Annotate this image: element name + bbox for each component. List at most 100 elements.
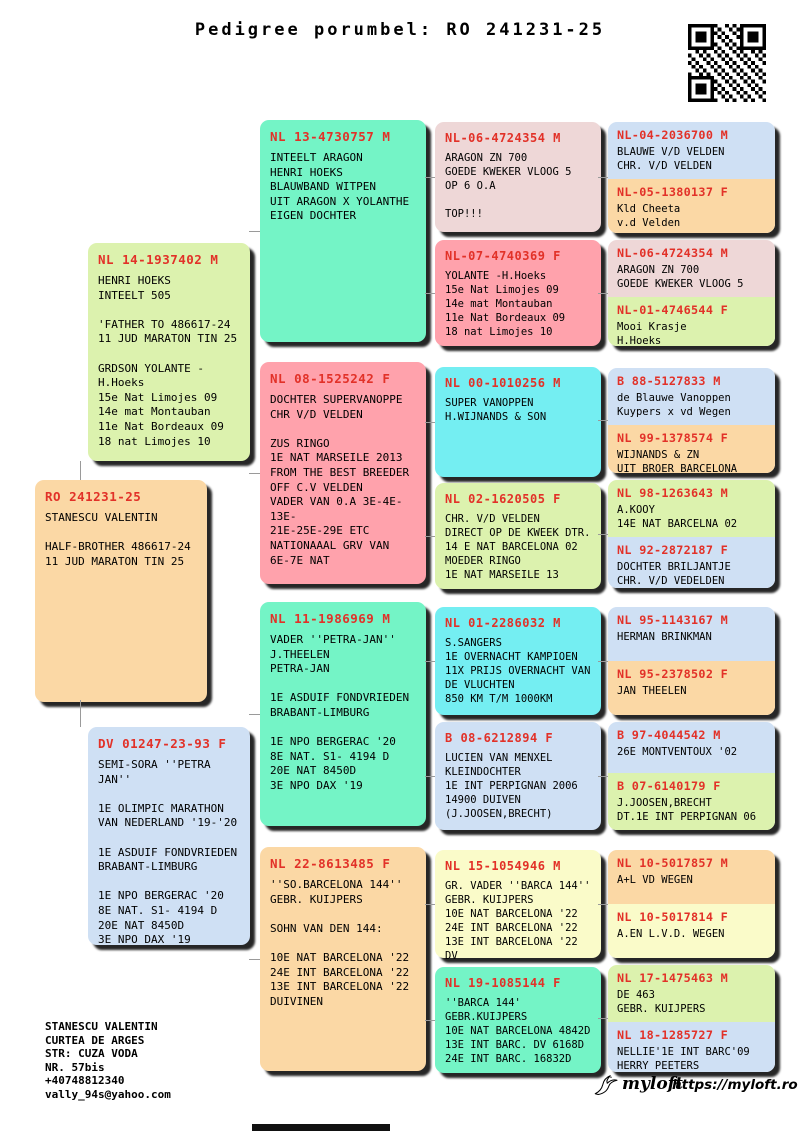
pedigree-box-gggp5: B 88-5127833 M de Blauwe Vanoppen Kuyper… [608,368,775,425]
box-body: HERMAN BRINKMAN [617,631,712,643]
pedigree-box-ggp6: B 08-6212894 F LUCIEN VAN MENXEL KLEINDO… [435,722,601,830]
connector-line [425,904,435,905]
pedigree-box-dam: DV 01247-23-93 F SEMI-SORA ''PETRA JAN''… [88,727,250,947]
pedigree-box-gggp9: NL 95-1143167 M HERMAN BRINKMAN [608,607,775,661]
ring-number: B 88-5127833 M [617,374,721,388]
box-body: DOCHTER SUPERVANOPPE CHR V/D VELDEN ZUS … [270,393,410,567]
pedigree-box-gp1: NL 13-4730757 M INTEELT ARAGON HENRI HOE… [260,120,426,342]
pedigree-box-gggp16: NL 18-1285727 F NELLIE'1E INT BARC'09 HE… [608,1022,775,1072]
box-body: INTEELT ARAGON HENRI HOEKS BLAUWBAND WIT… [270,151,410,223]
ring-number: NL 95-1143167 M [617,613,729,627]
ring-number: NL 99-1378574 F [617,431,729,445]
connector-line [249,231,260,232]
qr-code-icon [688,24,766,102]
connector-line [598,420,608,421]
box-body: DE 463 GEBR. KUIJPERS [617,989,706,1015]
ring-number: NL 10-5017857 M [617,856,729,870]
ring-number: NL 22-8613485 F [270,856,391,871]
site-url-link[interactable]: https://myloft.ro [672,1077,798,1093]
bird-doodle-icon [594,1075,618,1096]
ring-number: NL 01-2286032 M [445,616,561,630]
connector-line [598,661,608,662]
pedigree-box-gggp8: NL 92-2872187 F DOCHTER BRILJANTJE CHR. … [608,537,775,588]
pedigree-pair-8: NL 17-1475463 M DE 463 GEBR. KUIJPERS NL… [608,965,775,1072]
box-body: SUPER VANOPPEN H.WIJNANDS & SON [445,397,547,423]
pedigree-box-ggp5: NL 01-2286032 M S.SANGERS 1E OVERNACHT K… [435,607,601,715]
pedigree-box-gggp12: B 07-6140179 F J.JOOSEN,BRECHT DT.1E INT… [608,773,775,830]
box-body: J.JOOSEN,BRECHT DT.1E INT PERPIGNAN 06 [617,797,757,823]
ring-number: NL-05-1380137 F [617,185,729,199]
pedigree-pair-7: NL 10-5017857 M A+L VD WEGEN NL 10-50178… [608,850,775,958]
connector-line [249,473,260,474]
pedigree-box-gggp15: NL 17-1475463 M DE 463 GEBR. KUIJPERS [608,965,775,1022]
connector-line [598,177,608,178]
ring-number: NL-06-4724354 M [617,246,729,260]
pedigree-box-gggp6: NL 99-1378574 F WIJNANDS & ZN UIT BROER … [608,425,775,473]
ring-number: NL 13-4730757 M [270,129,391,144]
box-body: A.EN L.V.D. WEGEN [617,928,725,940]
ring-number: NL-01-4746544 F [617,303,729,317]
connector-line [249,959,260,960]
ring-number: NL 19-1085144 F [445,976,561,990]
ring-number: B 97-4044542 M [617,728,721,742]
connector-line [598,293,608,294]
ring-number: NL 98-1263643 M [617,486,729,500]
ring-number: NL 92-2872187 F [617,543,729,557]
box-body: ARAGON ZN 700 GOEDE KWEKER VLOOG 5 OP 6 … [445,152,572,220]
pedigree-box-sire: NL 14-1937402 M HENRI HOEKS INTEELT 505 … [88,243,250,461]
connector-line [80,700,81,727]
ring-number: NL 10-5017814 F [617,910,729,924]
ring-number: NL 14-1937402 M [98,252,219,267]
box-body: Mooi Krasje H.Hoeks [617,321,687,346]
box-body: GR. VADER ''BARCA 144'' GEBR. KUIJPERS 1… [445,880,591,962]
ring-number: NL-04-2036700 M [617,128,729,142]
connector-line [425,422,435,423]
pedigree-pair-2: NL-06-4724354 M ARAGON ZN 700 GOEDE KWEK… [608,240,775,346]
myloft-logo: myloft [590,1070,683,1098]
connector-line [598,904,608,905]
ring-number: NL 08-1525242 F [270,371,391,386]
connector-line [425,293,435,294]
box-body: ''BARCA 144' GEBR.KUIJPERS 10E NAT BARCE… [445,997,591,1065]
pedigree-pair-5: NL 95-1143167 M HERMAN BRINKMAN NL 95-23… [608,607,775,715]
pedigree-pair-4: NL 98-1263643 M A.KOOY 14E NAT BARCELNA … [608,480,775,588]
pedigree-box-ggp1: NL-06-4724354 M ARAGON ZN 700 GOEDE KWEK… [435,122,601,232]
box-body: NELLIE'1E INT BARC'09 HERRY PEETERS [617,1046,750,1072]
box-body: SEMI-SORA ''PETRA JAN'' 1E OLIMPIC MARAT… [98,758,238,947]
ring-number: RO 241231-25 [45,489,142,504]
connector-line [598,534,608,535]
pedigree-pair-3: B 88-5127833 M de Blauwe Vanoppen Kuyper… [608,368,775,473]
box-body: WIJNANDS & ZN UIT BROER BARCELONA [617,449,738,473]
ring-number: NL 11-1986969 M [270,611,391,626]
pedigree-box-ggp7: NL 15-1054946 M GR. VADER ''BARCA 144'' … [435,850,601,962]
pedigree-box-gggp11: B 97-4044542 M 26E MONTVENTOUX '02 [608,722,775,773]
box-body: de Blauwe Vanoppen Kuypers x vd Wegen [617,392,731,418]
box-body: S.SANGERS 1E OVERNACHT KAMPIOEN 11X PRIJ… [445,637,591,705]
ring-number: NL 00-1010256 M [445,376,561,390]
ring-number: B 07-6140179 F [617,779,721,793]
box-body: CHR. V/D VELDEN DIRECT OP DE KWEEK DTR. … [445,513,591,581]
box-body: DOCHTER BRILJANTJE CHR. V/D VEDELDEN [617,561,731,587]
pedigree-box-gggp14: NL 10-5017814 F A.EN L.V.D. WEGEN [608,904,775,958]
box-body: LUCIEN VAN MENXEL KLEINDOCHTER 1E INT PE… [445,752,578,820]
ring-number: NL 18-1285727 F [617,1028,729,1042]
ring-number: NL-06-4724354 M [445,131,561,145]
pedigree-box-gggp10: NL 95-2378502 F JAN THEELEN [608,661,775,715]
pedigree-box-ggp3: NL 00-1010256 M SUPER VANOPPEN H.WIJNAND… [435,367,601,477]
ring-number: NL-07-4740369 F [445,249,561,263]
connector-line [598,1018,608,1019]
pedigree-box-gggp13: NL 10-5017857 M A+L VD WEGEN [608,850,775,904]
pedigree-box-gp2: NL 08-1525242 F DOCHTER SUPERVANOPPE CHR… [260,362,426,584]
connector-line [425,177,435,178]
box-body: Kld Cheeta v.d Velden [617,203,681,229]
pedigree-box-ggp2: NL-07-4740369 F YOLANTE -H.Hoeks 15e Nat… [435,240,601,346]
logo-text: myloft [622,1074,683,1094]
pedigree-pair-1: NL-04-2036700 M BLAUWE V/D VELDEN CHR. V… [608,122,775,233]
connector-line [80,461,81,480]
pedigree-box-subject: RO 241231-25 STANESCU VALENTIN HALF-BROT… [35,480,207,702]
pedigree-box-gggp4: NL-01-4746544 F Mooi Krasje H.Hoeks [608,297,775,346]
ring-number: NL 17-1475463 M [617,971,729,985]
box-body: STANESCU VALENTIN HALF-BROTHER 486617-24… [45,511,191,568]
pedigree-box-gggp7: NL 98-1263643 M A.KOOY 14E NAT BARCELNA … [608,480,775,537]
